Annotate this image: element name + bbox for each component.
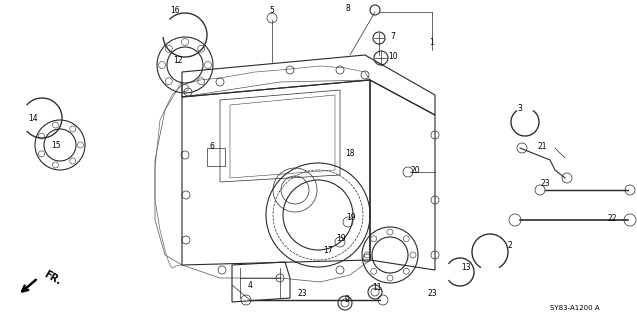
Text: 3: 3	[517, 103, 522, 113]
Text: 16: 16	[170, 5, 180, 14]
Text: 14: 14	[28, 114, 38, 123]
Text: 7: 7	[390, 31, 396, 41]
Text: 23: 23	[540, 179, 550, 188]
Text: 2: 2	[508, 241, 512, 250]
Text: 11: 11	[372, 283, 382, 292]
Text: 9: 9	[345, 295, 350, 305]
Text: 19: 19	[336, 234, 346, 243]
Text: 8: 8	[346, 4, 350, 12]
Text: SY83-A1200 A: SY83-A1200 A	[550, 305, 600, 311]
Text: 18: 18	[345, 148, 355, 157]
Text: 4: 4	[248, 282, 252, 291]
Text: 22: 22	[607, 213, 617, 222]
Text: 13: 13	[461, 263, 471, 273]
Text: 5: 5	[269, 5, 275, 14]
Text: FR.: FR.	[42, 269, 62, 287]
Text: 6: 6	[210, 141, 215, 150]
Text: 19: 19	[346, 212, 356, 221]
Text: 17: 17	[323, 245, 333, 254]
Text: 10: 10	[388, 52, 398, 60]
Text: 1: 1	[429, 37, 434, 46]
Text: 15: 15	[51, 140, 61, 149]
Text: 23: 23	[297, 289, 307, 298]
Text: 21: 21	[537, 141, 547, 150]
Text: 12: 12	[173, 55, 183, 65]
Text: 20: 20	[410, 165, 420, 174]
Text: 23: 23	[427, 289, 437, 298]
